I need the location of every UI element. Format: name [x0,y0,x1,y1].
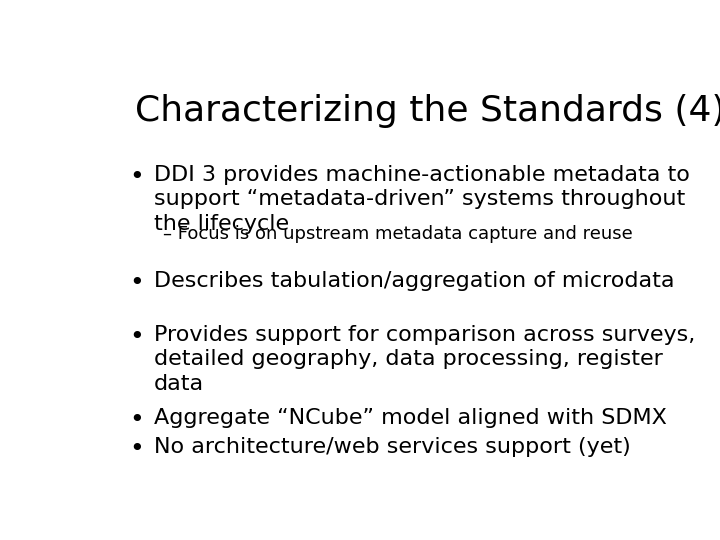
Text: Aggregate “NCube” model aligned with SDMX: Aggregate “NCube” model aligned with SDM… [154,408,667,428]
Text: Describes tabulation/aggregation of microdata: Describes tabulation/aggregation of micr… [154,271,675,291]
Text: DDI 3 provides machine-actionable metadata to
support “metadata-driven” systems : DDI 3 provides machine-actionable metada… [154,165,690,234]
Text: No architecture/web services support (yet): No architecture/web services support (ye… [154,437,631,457]
Text: Characterizing the Standards (4): Characterizing the Standards (4) [135,94,720,128]
Text: •: • [129,165,144,188]
Text: •: • [129,437,144,461]
Text: – Focus is on upstream metadata capture and reuse: – Focus is on upstream metadata capture … [163,225,632,243]
Text: •: • [129,271,144,295]
Text: •: • [129,325,144,349]
Text: •: • [129,408,144,432]
Text: Provides support for comparison across surveys,
detailed geography, data process: Provides support for comparison across s… [154,325,696,394]
